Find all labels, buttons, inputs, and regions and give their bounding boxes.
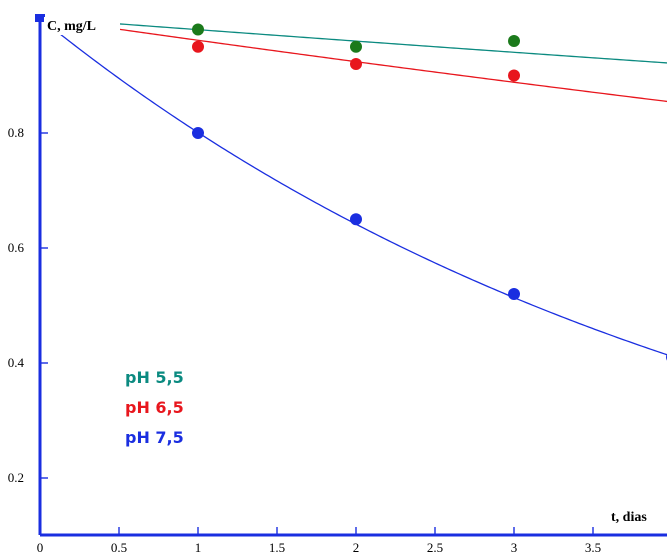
legend-label-ph55: pH 5,5 bbox=[125, 368, 184, 387]
data-point-series-1 bbox=[192, 40, 204, 53]
y-tick-label: 0.4 bbox=[8, 355, 25, 370]
y-tick-label: 0.8 bbox=[8, 125, 24, 140]
data-point-series-2 bbox=[35, 14, 45, 22]
y-axis-title: C, mg/L bbox=[47, 19, 96, 34]
data-point-series-2 bbox=[508, 288, 520, 300]
x-tick-label: 3 bbox=[511, 540, 518, 555]
data-point-series-1 bbox=[350, 58, 362, 70]
x-tick-label: 1.5 bbox=[269, 540, 285, 555]
y-tick-label: 0.6 bbox=[8, 240, 25, 255]
x-axis-title: t, dias bbox=[611, 510, 647, 525]
y-tick-label: 0.2 bbox=[8, 470, 24, 485]
x-tick-label: 2 bbox=[353, 540, 360, 555]
data-points bbox=[35, 14, 667, 361]
legend-label-ph75: pH 7,5 bbox=[125, 428, 184, 447]
data-point-series-2 bbox=[192, 127, 204, 139]
x-tick-label: 0.5 bbox=[111, 540, 127, 555]
ticks: 0 0.5 1 1.5 2 2.5 3 3.5 0.2 0.4 0.6 0.8 bbox=[8, 125, 601, 555]
x-tick-label: 2.5 bbox=[427, 540, 443, 555]
data-point-series-0 bbox=[192, 23, 204, 36]
axes bbox=[38, 14, 667, 537]
x-tick-label: 1 bbox=[195, 540, 202, 555]
x-tick-label: 3.5 bbox=[585, 540, 601, 555]
data-point-series-1 bbox=[508, 69, 520, 82]
data-point-series-0 bbox=[508, 35, 520, 47]
x-tick-label: 0 bbox=[37, 540, 44, 555]
y-axis-title-background bbox=[44, 17, 120, 35]
fit-curve-series-0 bbox=[39, 17, 667, 64]
data-point-series-2 bbox=[350, 213, 362, 226]
legend: pH 5,5 pH 6,5 pH 7,5 bbox=[125, 368, 184, 447]
data-point-series-0 bbox=[350, 40, 362, 53]
legend-label-ph65: pH 6,5 bbox=[125, 398, 184, 417]
x-axis-title-background bbox=[608, 506, 667, 526]
